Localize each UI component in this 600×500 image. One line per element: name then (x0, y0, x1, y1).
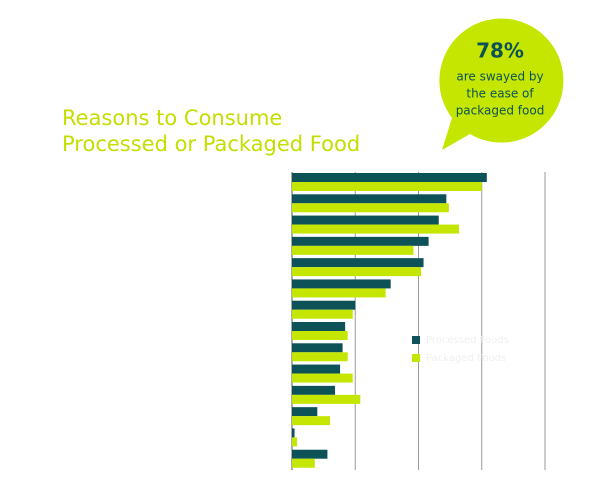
bar (292, 309, 353, 319)
bar (292, 245, 414, 255)
bar (292, 322, 346, 331)
callout-text: packaged food (456, 104, 545, 118)
bar (292, 416, 330, 426)
callout-bubble (439, 18, 564, 150)
bar (292, 203, 449, 213)
bar (292, 385, 336, 395)
bar (292, 331, 348, 340)
bar (292, 267, 422, 277)
bar (292, 258, 424, 268)
bar (292, 352, 348, 362)
chart-title: Processed or Packaged Food (62, 132, 360, 156)
legend-swatch (412, 336, 420, 344)
bar (292, 364, 341, 374)
bar (292, 437, 298, 447)
bar (292, 236, 429, 246)
bar (292, 279, 391, 289)
bar (292, 343, 343, 353)
bar (292, 194, 447, 204)
bar (292, 215, 439, 225)
bar (292, 407, 318, 417)
bar (292, 428, 295, 438)
bar (292, 449, 328, 459)
bar (292, 458, 315, 468)
callout-value: 78% (476, 39, 524, 63)
legend-swatch (412, 354, 420, 362)
bar (292, 288, 386, 298)
bar (292, 373, 353, 383)
legend-label: Processed Foods (426, 335, 509, 346)
callout-text: the ease of (466, 87, 534, 101)
bar (292, 182, 482, 191)
bar (292, 394, 361, 404)
chart-title: Reasons to Consume (62, 106, 282, 130)
bar (292, 300, 356, 310)
bar (292, 224, 459, 234)
legend-label: Packaged Foods (426, 353, 506, 364)
callout-text: are swayed by (456, 70, 543, 84)
bar (292, 173, 487, 182)
